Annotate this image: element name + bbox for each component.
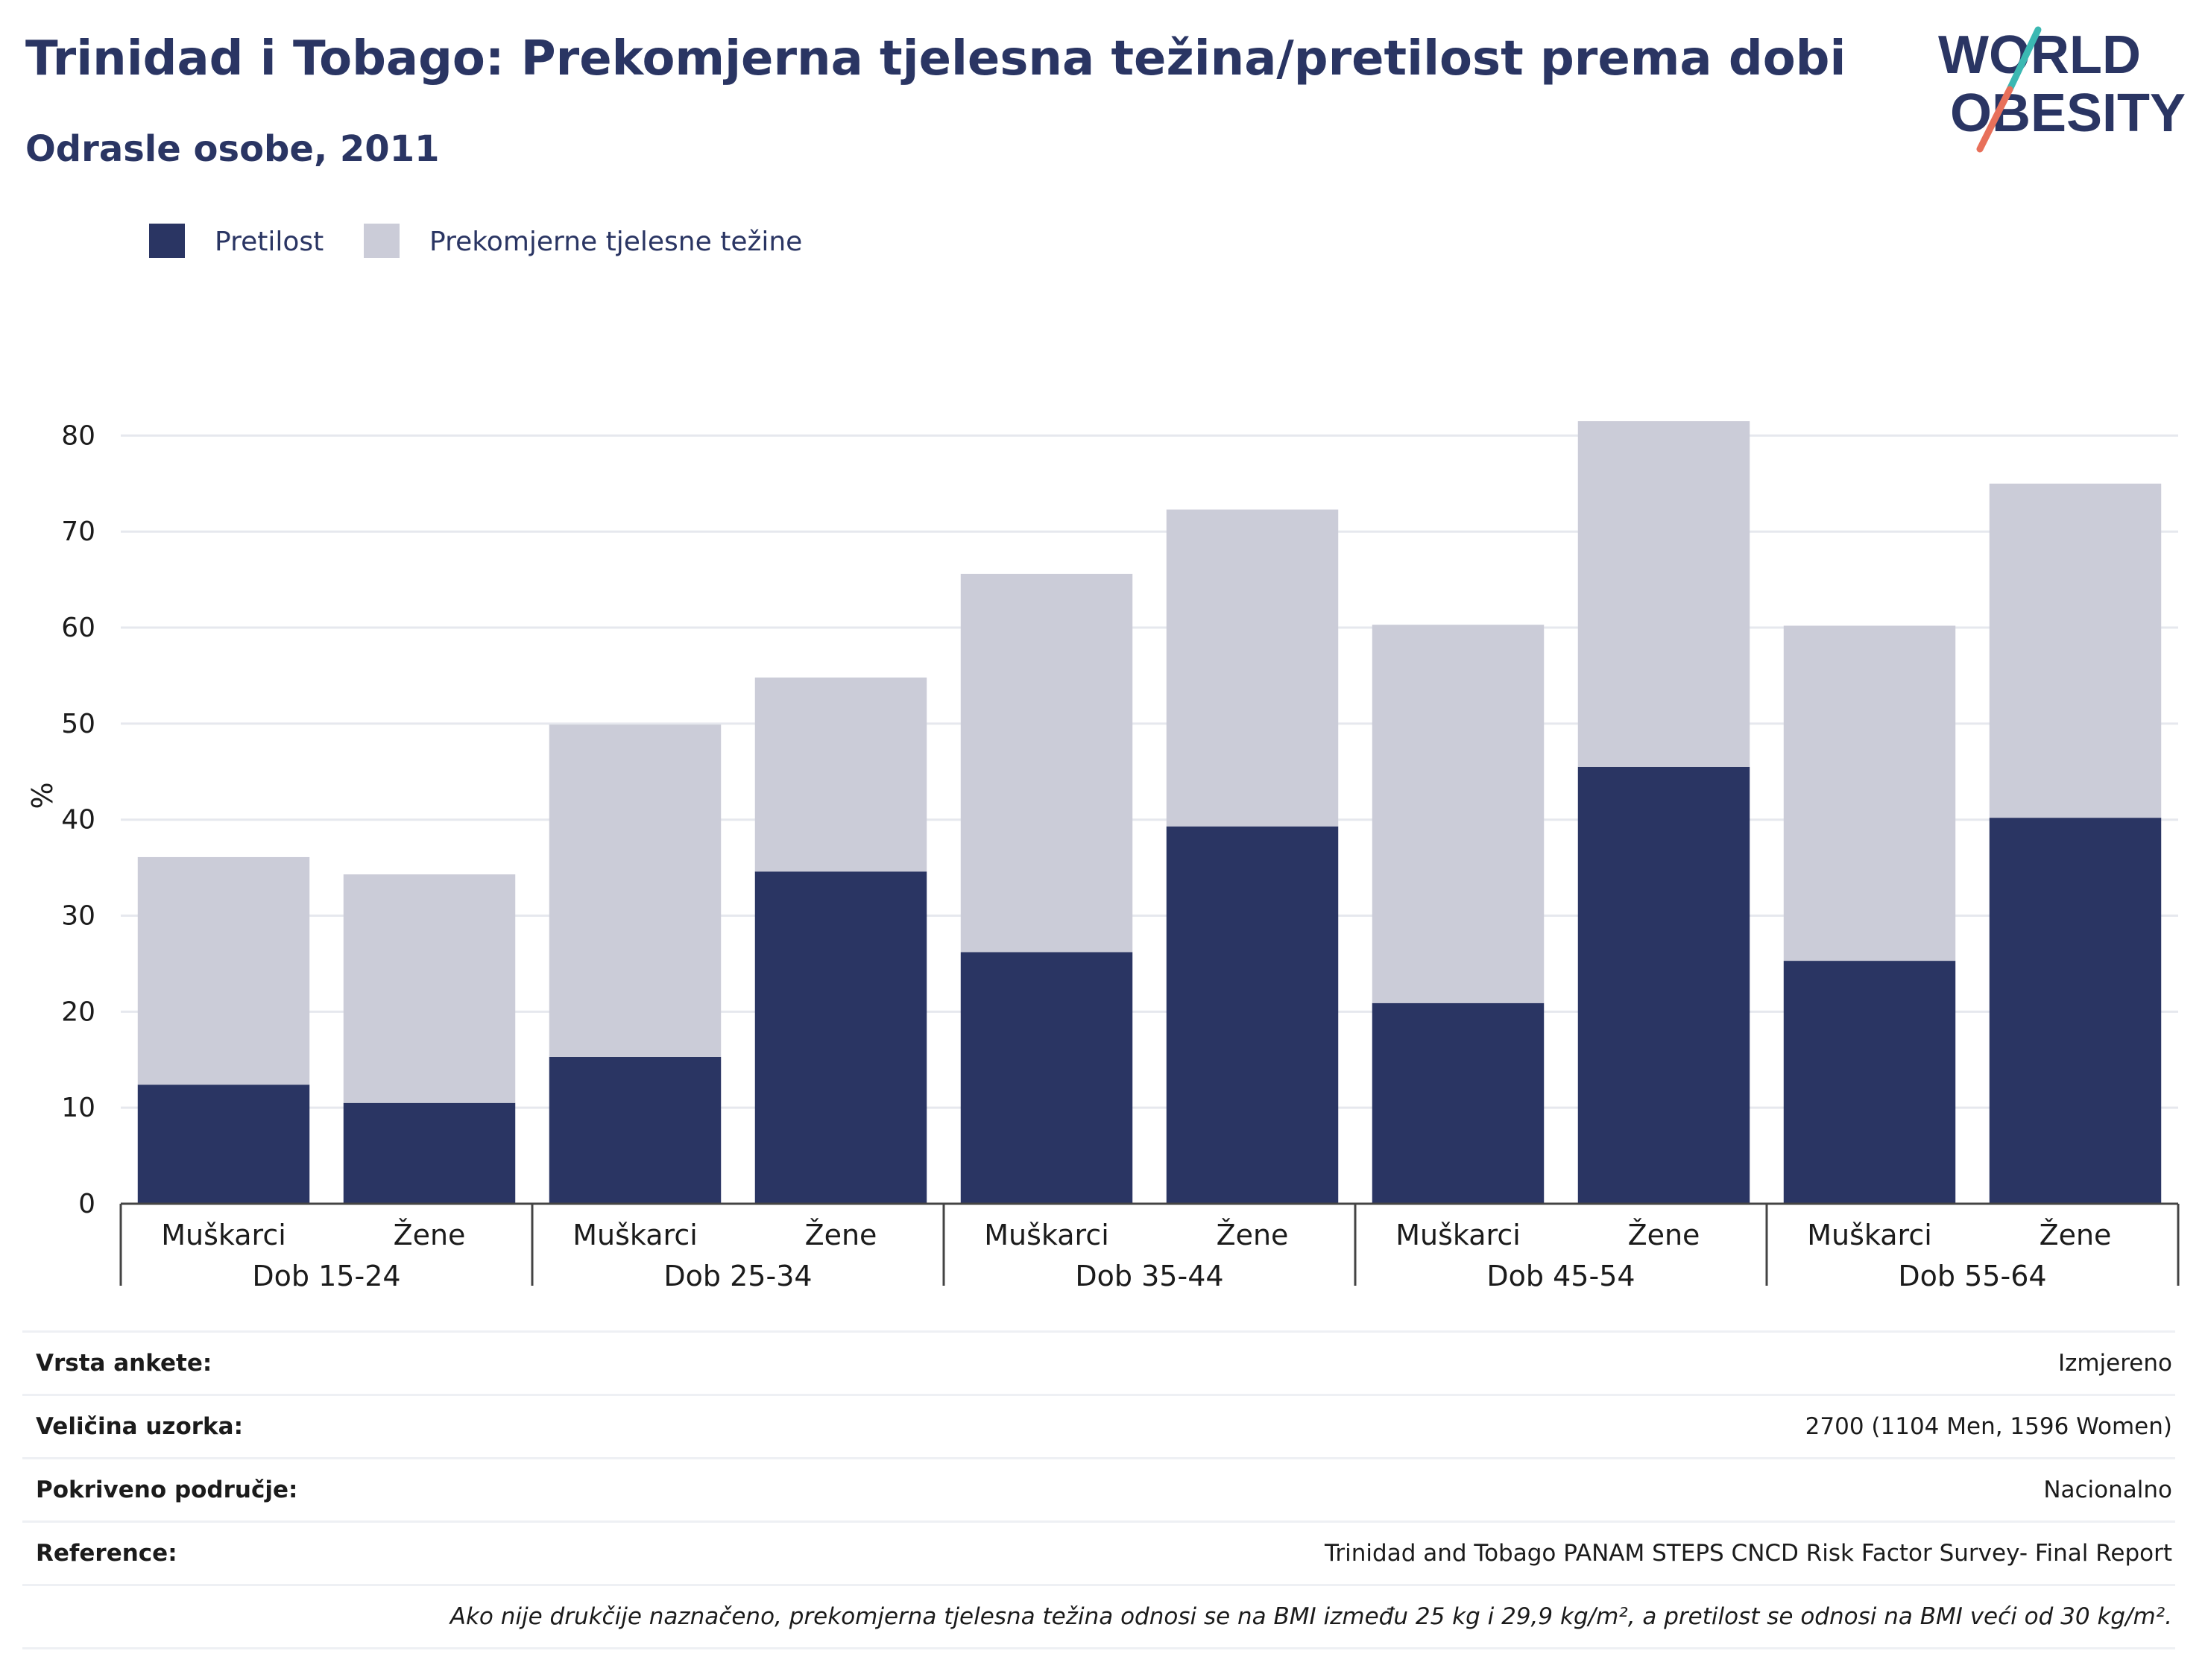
legend-swatch-1 (364, 224, 400, 258)
group-label: Dob 25-34 (663, 1260, 812, 1292)
meta-value: Nacionalno (2043, 1477, 2172, 1503)
bar-obesity (754, 871, 927, 1204)
legend-label-1: Prekomjerne tjelesne težine (429, 227, 802, 257)
y-tick-label: 20 (61, 997, 95, 1027)
bar-overweight (343, 874, 516, 1103)
bar-overweight (754, 678, 927, 872)
y-tick-label: 30 (61, 901, 95, 932)
meta-row-reference: Reference: Trinidad and Tobago PANAM STE… (22, 1520, 2175, 1584)
bar-overweight (1166, 509, 1339, 827)
bar-overweight (1372, 625, 1545, 1003)
y-tick-label: 70 (61, 517, 95, 547)
y-tick-label: 80 (61, 420, 95, 451)
bar-chart: Pretilost Prekomjerne tjelesne težine 0 10… (26, 224, 2180, 1292)
x-tick-label: Žene (1628, 1219, 1700, 1251)
x-tick-label: Žene (805, 1219, 877, 1251)
definition-note: Ako nije drukčije naznačeno, prekomjerna… (22, 1584, 2175, 1649)
bar-obesity (960, 952, 1133, 1204)
meta-label: Veličina uzorka: (36, 1413, 243, 1440)
y-axis-label: % (26, 782, 59, 809)
x-tick-label: Muškarci (161, 1219, 286, 1251)
group-label: Dob 35-44 (1075, 1260, 1223, 1292)
bar-overweight (1577, 421, 1750, 767)
legend-label-0: Pretilost (215, 227, 324, 257)
logo-teal-stroke (2006, 26, 2042, 93)
bar-overweight (1783, 625, 1956, 961)
world-obesity-logo: WORLD OBESITY (1938, 25, 2186, 153)
meta-label: Reference: (36, 1540, 177, 1567)
bar-obesity (343, 1102, 516, 1204)
y-tick-label: 0 (78, 1189, 95, 1219)
x-tick-label: Muškarci (984, 1219, 1109, 1251)
meta-row-survey-type: Vrsta ankete: Izmjereno (22, 1330, 2175, 1394)
group-label: Dob 45-54 (1486, 1260, 1635, 1292)
meta-label: Pokriveno područje: (36, 1477, 298, 1503)
meta-row-coverage: Pokriveno područje: Nacionalno (22, 1457, 2175, 1520)
bar-overweight (960, 573, 1133, 953)
bar-obesity (549, 1056, 722, 1204)
bar-obesity (1166, 826, 1339, 1204)
meta-value: Izmjereno (2057, 1350, 2172, 1377)
legend-swatch-0 (149, 224, 185, 258)
x-tick-label: Žene (394, 1219, 466, 1251)
bar-obesity (1783, 961, 1956, 1204)
chart-title: Trinidad i Tobago: Prekomjerna tjelesna … (25, 31, 1846, 86)
x-tick-label: Žene (2040, 1219, 2112, 1251)
meta-label: Vrsta ankete: (36, 1350, 212, 1377)
bar-obesity (1989, 818, 2162, 1204)
chart-subtitle: Odrasle osobe, 2011 (25, 128, 440, 170)
group-label: Dob 15-24 (252, 1260, 400, 1292)
y-tick-label: 40 (61, 805, 95, 836)
x-tick-label: Muškarci (572, 1219, 698, 1251)
axes: Dob 15-24 Dob 25-34 Dob 35-44 Dob 45-54 Dob … (119, 1202, 2180, 1292)
meta-value: 2700 (1104 Men, 1596 Women) (1805, 1413, 2172, 1440)
bar-overweight (549, 724, 722, 1057)
x-tick-label: Muškarci (1807, 1219, 1932, 1251)
bar-obesity (1372, 1002, 1545, 1204)
y-tick-label: 50 (61, 709, 95, 739)
survey-metadata: Vrsta ankete: Izmjereno Veličina uzorka:… (22, 1330, 2175, 1649)
bar-overweight (137, 856, 310, 1085)
x-tick-label: Žene (1217, 1219, 1289, 1251)
meta-value: Trinidad and Tobago PANAM STEPS CNCD Ris… (1325, 1540, 2172, 1567)
svg-text:WORLD: WORLD (1938, 25, 2141, 85)
x-tick-label: Muškarci (1395, 1219, 1521, 1251)
group-label: Dob 55-64 (1898, 1260, 2046, 1292)
y-tick-label: 10 (61, 1093, 95, 1123)
logo-coral-stroke (1976, 86, 2013, 153)
bar-obesity (137, 1084, 310, 1204)
legend: Pretilost Prekomjerne tjelesne težine (149, 224, 802, 258)
y-tick-label: 60 (61, 613, 95, 643)
bar-obesity (1577, 766, 1750, 1204)
bars: Muškarci Žene Muškarci Žene Muškarci Žene Mušk… (137, 421, 2162, 1251)
meta-row-sample-size: Veličina uzorka: 2700 (1104 Men, 1596 Wo… (22, 1394, 2175, 1457)
bar-overweight (1989, 483, 2162, 818)
